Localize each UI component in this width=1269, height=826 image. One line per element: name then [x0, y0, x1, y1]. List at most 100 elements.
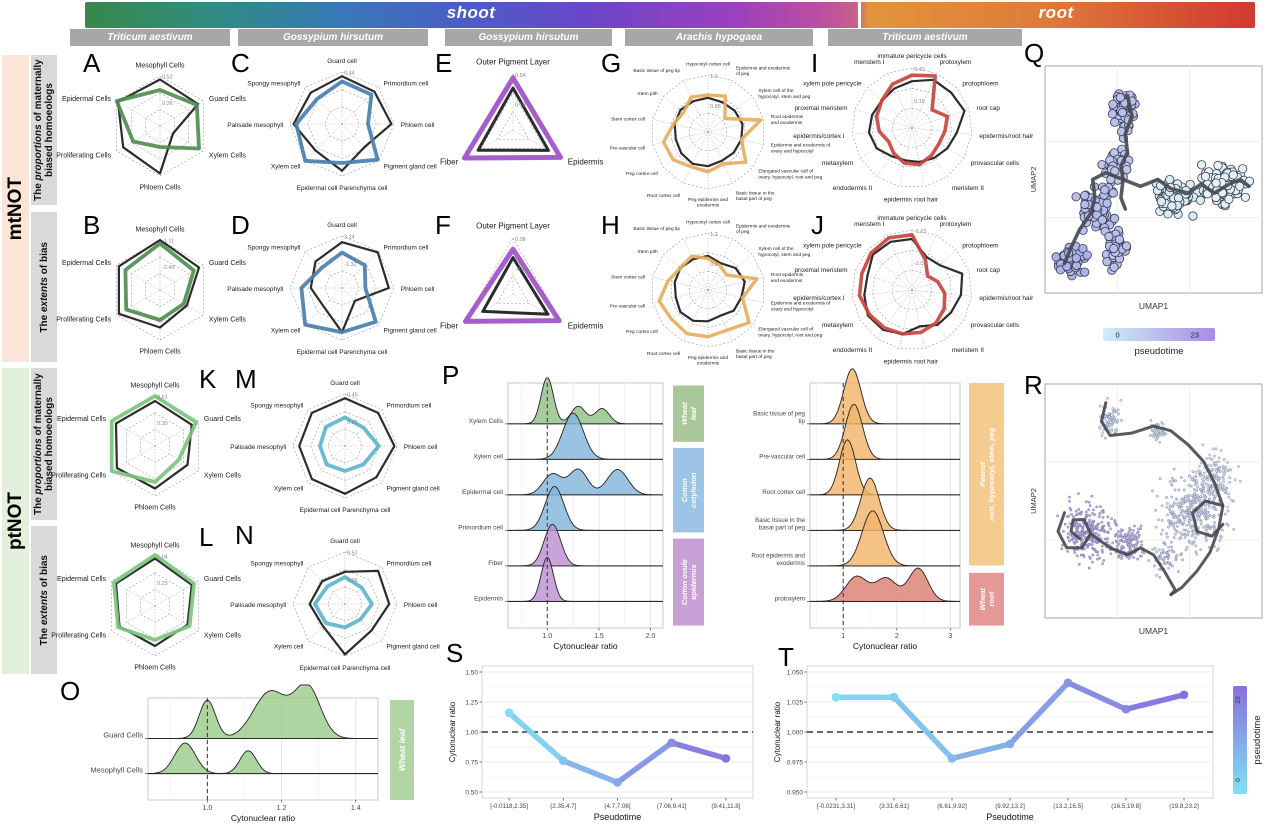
svg-text:(13.2,16.5]: (13.2,16.5] — [1053, 803, 1083, 810]
svg-text:root hair: root hair — [914, 358, 939, 365]
svg-text:Mesophyll Cells: Mesophyll Cells — [135, 227, 185, 234]
svg-text:Pseudotime: Pseudotime — [986, 812, 1034, 822]
species-box-1: Triticum aestivum — [70, 29, 230, 46]
species-box-5: Triticum aestivum — [828, 29, 1022, 46]
radar-chart-D: 3.24 -1.32 Guard cell Primordium cell Phloem… — [227, 222, 437, 356]
panel-letter-K: K — [199, 364, 217, 394]
svg-text:23: 23 — [1191, 331, 1199, 340]
svg-text:Stem cortex cell: Stem cortex cell — [611, 117, 645, 123]
svg-text:(6.61,9.92]: (6.61,9.92] — [937, 803, 967, 810]
svg-text:Primordium cell: Primordium cell — [384, 80, 429, 87]
panel-letter-E: E — [435, 48, 453, 78]
svg-text:0.54: 0.54 — [515, 73, 526, 79]
panel-letter-Q: Q — [1024, 38, 1045, 68]
svg-text:endodermis II: endodermis II — [833, 347, 873, 354]
svg-text:Palisade mesophyll: Palisade mesophyll — [227, 286, 284, 293]
panel-letter-I: I — [811, 48, 819, 78]
svg-text:pseudotime: pseudotime — [1252, 715, 1263, 764]
svg-text:Basic tissue of peg tip: Basic tissue of peg tip — [633, 226, 680, 232]
ptnot-label: ptNOT — [4, 491, 26, 551]
panel-letter-O: O — [60, 676, 81, 706]
svg-text:Pigment gland cell: Pigment gland cell — [387, 486, 441, 493]
svg-text:Epidermal cell: Epidermal cell — [462, 489, 503, 496]
svg-text:Root epidermis and: Root epidermis and — [751, 553, 805, 560]
shoot-root-divider — [858, 2, 861, 28]
svg-text:provascular cells: provascular cells — [971, 322, 1020, 329]
root-label: root — [1038, 3, 1074, 22]
svg-text:epidermis/root hair: epidermis/root hair — [979, 133, 1034, 140]
svg-text:proximal meristem: proximal meristem — [794, 267, 847, 274]
svg-text:Guard Cells: Guard Cells — [204, 416, 241, 423]
line-chart-T: 0.950 0.975 1.000 1.025 1.050 [-0.0231,3.31] (… — [773, 665, 1263, 822]
svg-text:Xylem cell: Xylem cell — [274, 644, 304, 651]
svg-text:0.975: 0.975 — [787, 760, 804, 767]
svg-text:0.15: 0.15 — [914, 99, 925, 105]
svg-text:Pre-vascular cell: Pre-vascular cell — [610, 303, 645, 309]
svg-text:1.2: 1.2 — [277, 805, 287, 812]
svg-text:1: 1 — [841, 633, 845, 640]
panel-letter-F: F — [435, 210, 451, 240]
svg-text:meristem I: meristem I — [854, 221, 885, 228]
svg-text:Basic tissue of peg tip: Basic tissue of peg tip — [633, 68, 680, 74]
svg-text:0.26: 0.26 — [162, 101, 173, 107]
svg-text:Hypocotyl cortex cell: Hypocotyl cortex cell — [686, 62, 730, 68]
svg-text:Epidermal cell Parenchyma cell: Epidermal cell Parenchyma cell — [297, 185, 388, 192]
svg-text:Root cortex cell: Root cortex cell — [647, 193, 680, 199]
svg-text:Cytonuclear ratio: Cytonuclear ratio — [853, 641, 918, 651]
svg-text:Xylem Cells: Xylem Cells — [209, 316, 246, 323]
panel-letter-R: R — [1024, 370, 1043, 400]
panel-letter-B: B — [83, 210, 101, 240]
svg-text:Xylem cell: Xylem cell — [473, 453, 503, 460]
svg-text:Epidermal Cells: Epidermal Cells — [62, 260, 112, 267]
svg-text:Xylem Cells: Xylem Cells — [209, 152, 246, 159]
svg-text:Guard cell: Guard cell — [330, 380, 360, 387]
panel-letter-C: C — [231, 48, 250, 78]
svg-text:-1.11: -1.11 — [162, 239, 174, 245]
svg-text:pseudotime: pseudotime — [1134, 346, 1183, 357]
svg-text:Palisade mesophyll: Palisade mesophyll — [230, 444, 287, 451]
svg-text:0.61: 0.61 — [157, 395, 168, 401]
svg-text:Guard cell: Guard cell — [327, 222, 357, 229]
panel-letter-L: L — [199, 522, 214, 552]
svg-text:Primordium cell: Primordium cell — [387, 402, 432, 409]
svg-text:Pigment gland cell: Pigment gland cell — [384, 164, 438, 171]
svg-text:Guard cell: Guard cell — [327, 58, 357, 65]
svg-text:Epidermal cell Parenchyma cell: Epidermal cell Parenchyma cell — [300, 665, 391, 672]
svg-text:Mesophyll Cells: Mesophyll Cells — [130, 543, 180, 550]
svg-text:root hair: root hair — [914, 196, 939, 203]
svg-text:-1.25: -1.25 — [914, 229, 927, 235]
umap-chart-Q: UMAP1 UMAP2 0 23 pseudotime — [1029, 65, 1263, 357]
svg-text:Phloem Cells: Phloem Cells — [139, 185, 181, 192]
svg-text:Phloem Cells: Phloem Cells — [139, 349, 181, 356]
svg-text:1.5: 1.5 — [594, 633, 604, 640]
svg-text:-2.05: -2.05 — [914, 261, 927, 267]
svg-text:Cytonuclear ratio: Cytonuclear ratio — [231, 813, 296, 823]
svg-text:0.75: 0.75 — [465, 760, 478, 767]
svg-text:Proliferating Cells: Proliferating Cells — [56, 152, 111, 159]
svg-text:meristem II: meristem II — [952, 347, 984, 354]
svg-text:proximal meristem: proximal meristem — [794, 105, 847, 112]
svg-text:Wheatroot: Wheatroot — [978, 587, 996, 610]
svg-text:Peg cortex cell: Peg cortex cell — [626, 171, 657, 177]
svg-text:protophloem: protophloem — [962, 81, 998, 88]
svg-text:Phloem cell: Phloem cell — [404, 602, 438, 609]
svg-text:Stem cortex cell: Stem cortex cell — [611, 275, 645, 281]
radar-chart-E: 0.54 0.18 Outer Pigment Layer Epidermis Fibe… — [440, 58, 603, 167]
species-box-3: Gossypium hirsutum — [445, 29, 612, 46]
svg-text:0.23: 0.23 — [157, 581, 168, 587]
svg-text:Cytonuclear ratio: Cytonuclear ratio — [773, 701, 782, 762]
svg-text:Guard cell: Guard cell — [330, 538, 360, 545]
svg-text:metaxylem: metaxylem — [822, 322, 853, 329]
svg-text:Stem pith: Stem pith — [637, 91, 658, 97]
svg-text:Mesophyll Cells: Mesophyll Cells — [90, 766, 143, 775]
svg-text:basal part of peg: basal part of peg — [759, 524, 806, 531]
svg-text:metaxylem: metaxylem — [822, 160, 853, 167]
svg-text:Xylem Cells: Xylem Cells — [204, 632, 241, 639]
radar-chart-G: 1.0 0.85 Hypocotyl cortex cell Epidermis an… — [610, 62, 831, 209]
svg-text:Cottoncotyledon: Cottoncotyledon — [680, 472, 698, 508]
